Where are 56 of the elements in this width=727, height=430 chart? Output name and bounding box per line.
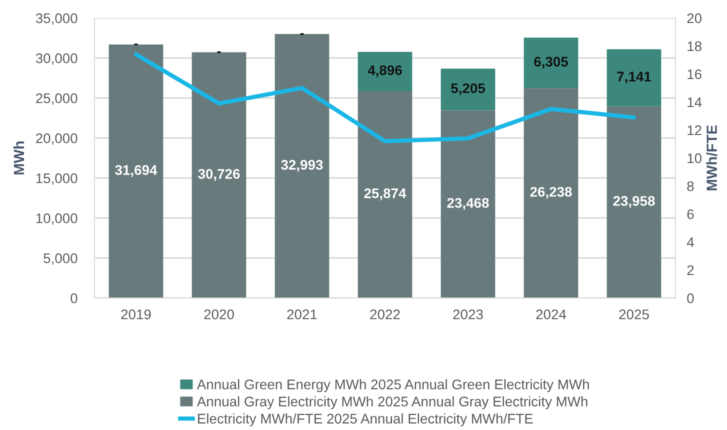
bar (606, 49, 662, 106)
bar (358, 52, 412, 92)
y2-tick-label: 6 (687, 209, 694, 220)
data-label: 23,468 (447, 198, 489, 210)
y2-tick-label: 12 (688, 125, 702, 136)
y2-tick-label: 0 (687, 293, 694, 304)
data-label: 6,305 (534, 56, 568, 69)
data-label: 23,958 (613, 196, 655, 208)
bar (524, 38, 578, 88)
y-tick-label: 10,000 (36, 213, 78, 225)
data-label: 7,141 (617, 72, 651, 84)
x-tick-label: 2021 (287, 309, 317, 320)
x-tick-label: 2020 (204, 309, 234, 320)
y-tick-label: 25,000 (36, 93, 78, 105)
data-label: 31,694 (115, 165, 158, 177)
x-tick-label: 2025 (619, 309, 649, 320)
bar (440, 110, 496, 298)
legend-label: Annual Gray Electricity MWh 2025 Annual Gray Electricity MWh (196, 396, 588, 410)
data-label: 32,993 (281, 160, 323, 172)
data-label: - (300, 33, 304, 35)
bar (524, 88, 578, 298)
y2-axis-title: MWh/FTE (706, 125, 718, 190)
y2-tick-label: 8 (687, 181, 694, 192)
y2-tick-label: 10 (688, 153, 702, 164)
y-axis-title: MWh (13, 141, 24, 174)
data-label: 25,874 (364, 188, 406, 200)
data-label: 5,205 (451, 83, 485, 96)
y-tick-label: 5,000 (44, 253, 78, 265)
y-tick-label: 20,000 (36, 133, 78, 145)
data-label: - (134, 44, 138, 46)
y2-tick-label: 16 (688, 69, 702, 80)
data-label: 4,896 (368, 65, 402, 78)
data-label: 30,726 (198, 168, 240, 181)
y2-tick-label: 18 (688, 41, 702, 52)
bar (274, 34, 330, 298)
legend-label: Electricity MWh/FTE 2025 Annual Electricity MWh/FTE (198, 413, 533, 426)
bar (192, 52, 246, 298)
bar (108, 44, 164, 298)
bar (358, 91, 412, 298)
y2-tick-label: 14 (688, 97, 702, 108)
y-tick-label: 15,000 (36, 173, 78, 185)
y-tick-label: 30,000 (36, 53, 78, 65)
data-label: 26,238 (530, 186, 572, 199)
y-tick-label: 35,000 (36, 13, 78, 25)
x-tick-label: 2024 (536, 309, 566, 320)
x-tick-label: 2023 (453, 309, 483, 320)
y-tick-label: 0 (70, 293, 78, 304)
y2-tick-label: 4 (686, 237, 694, 248)
x-tick-label: 2019 (121, 309, 151, 320)
data-label: - (217, 51, 221, 54)
y2-tick-label: 2 (687, 265, 694, 276)
bar (606, 106, 662, 298)
y2-tick-label: 20 (687, 13, 702, 24)
bar (440, 68, 496, 110)
legend-label: Annual Green Energy MWh 2025 Annual Green Electricity MWh (196, 379, 589, 392)
x-tick-label: 2022 (370, 309, 400, 320)
